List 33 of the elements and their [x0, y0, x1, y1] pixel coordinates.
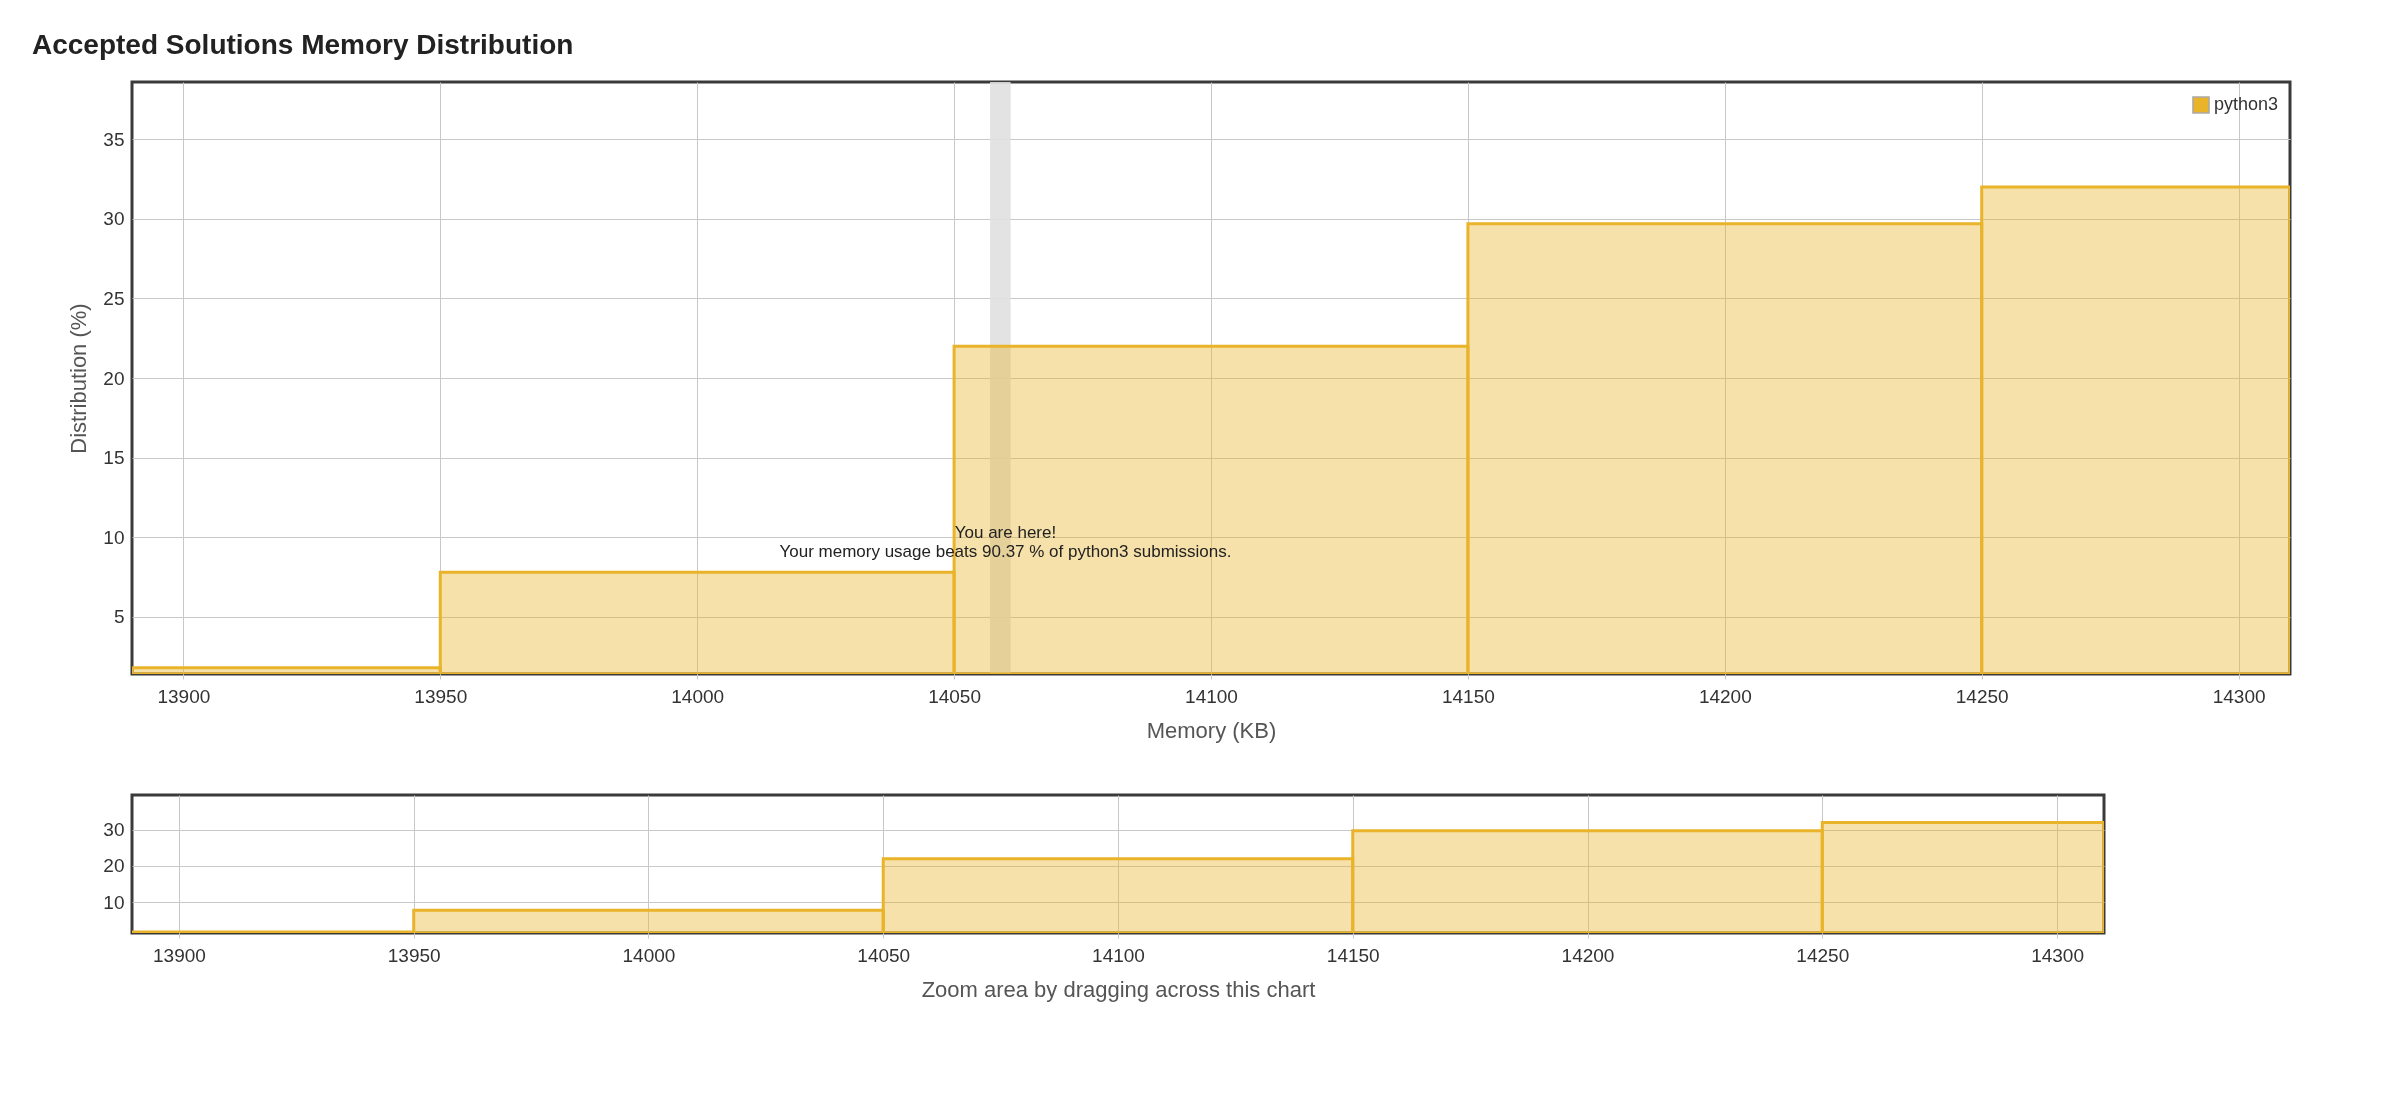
x-tick-label: 13950 — [387, 944, 441, 966]
x-tick-label: 14200 — [1561, 944, 1615, 966]
y-tick-label: 25 — [103, 287, 125, 309]
x-axis-title: Memory (KB) — [1146, 717, 1277, 743]
x-tick-label: 14300 — [2031, 944, 2084, 966]
x-tick-label: 13900 — [153, 944, 206, 966]
x-tick-label: 14000 — [622, 944, 676, 966]
x-axis-title: Zoom area by dragging across this chart — [921, 976, 1316, 1002]
y-tick-label: 10 — [103, 526, 125, 548]
y-tick-label: 15 — [103, 447, 125, 469]
x-tick-label: 14100 — [1185, 685, 1238, 707]
legend-label: python3 — [2214, 94, 2279, 114]
y-tick-label: 20 — [103, 367, 125, 389]
x-tick-label: 14200 — [1698, 685, 1752, 707]
y-tick-label: 10 — [103, 891, 125, 913]
x-tick-label: 14050 — [857, 944, 911, 966]
y-tick-label: 30 — [103, 819, 125, 841]
y-tick-label: 20 — [103, 855, 125, 877]
x-tick-label: 14250 — [1955, 685, 2009, 707]
x-tick-label: 14300 — [2212, 685, 2266, 707]
y-tick-label: 30 — [103, 208, 125, 230]
x-tick-label: 14050 — [928, 685, 982, 707]
x-tick-label: 14000 — [671, 685, 725, 707]
y-tick-label: 35 — [103, 128, 125, 150]
y-axis-title: Distribution (%) — [66, 303, 92, 454]
x-tick-label: 14250 — [1796, 944, 1850, 966]
x-tick-label: 13900 — [157, 685, 211, 707]
x-tick-label: 14150 — [1441, 685, 1495, 707]
y-tick-label: 5 — [113, 606, 125, 628]
x-tick-label: 13950 — [414, 685, 468, 707]
chart-title: Accepted Solutions Memory Distribution — [32, 29, 574, 60]
x-tick-label: 14100 — [1092, 944, 1145, 966]
x-tick-label: 14150 — [1326, 944, 1380, 966]
